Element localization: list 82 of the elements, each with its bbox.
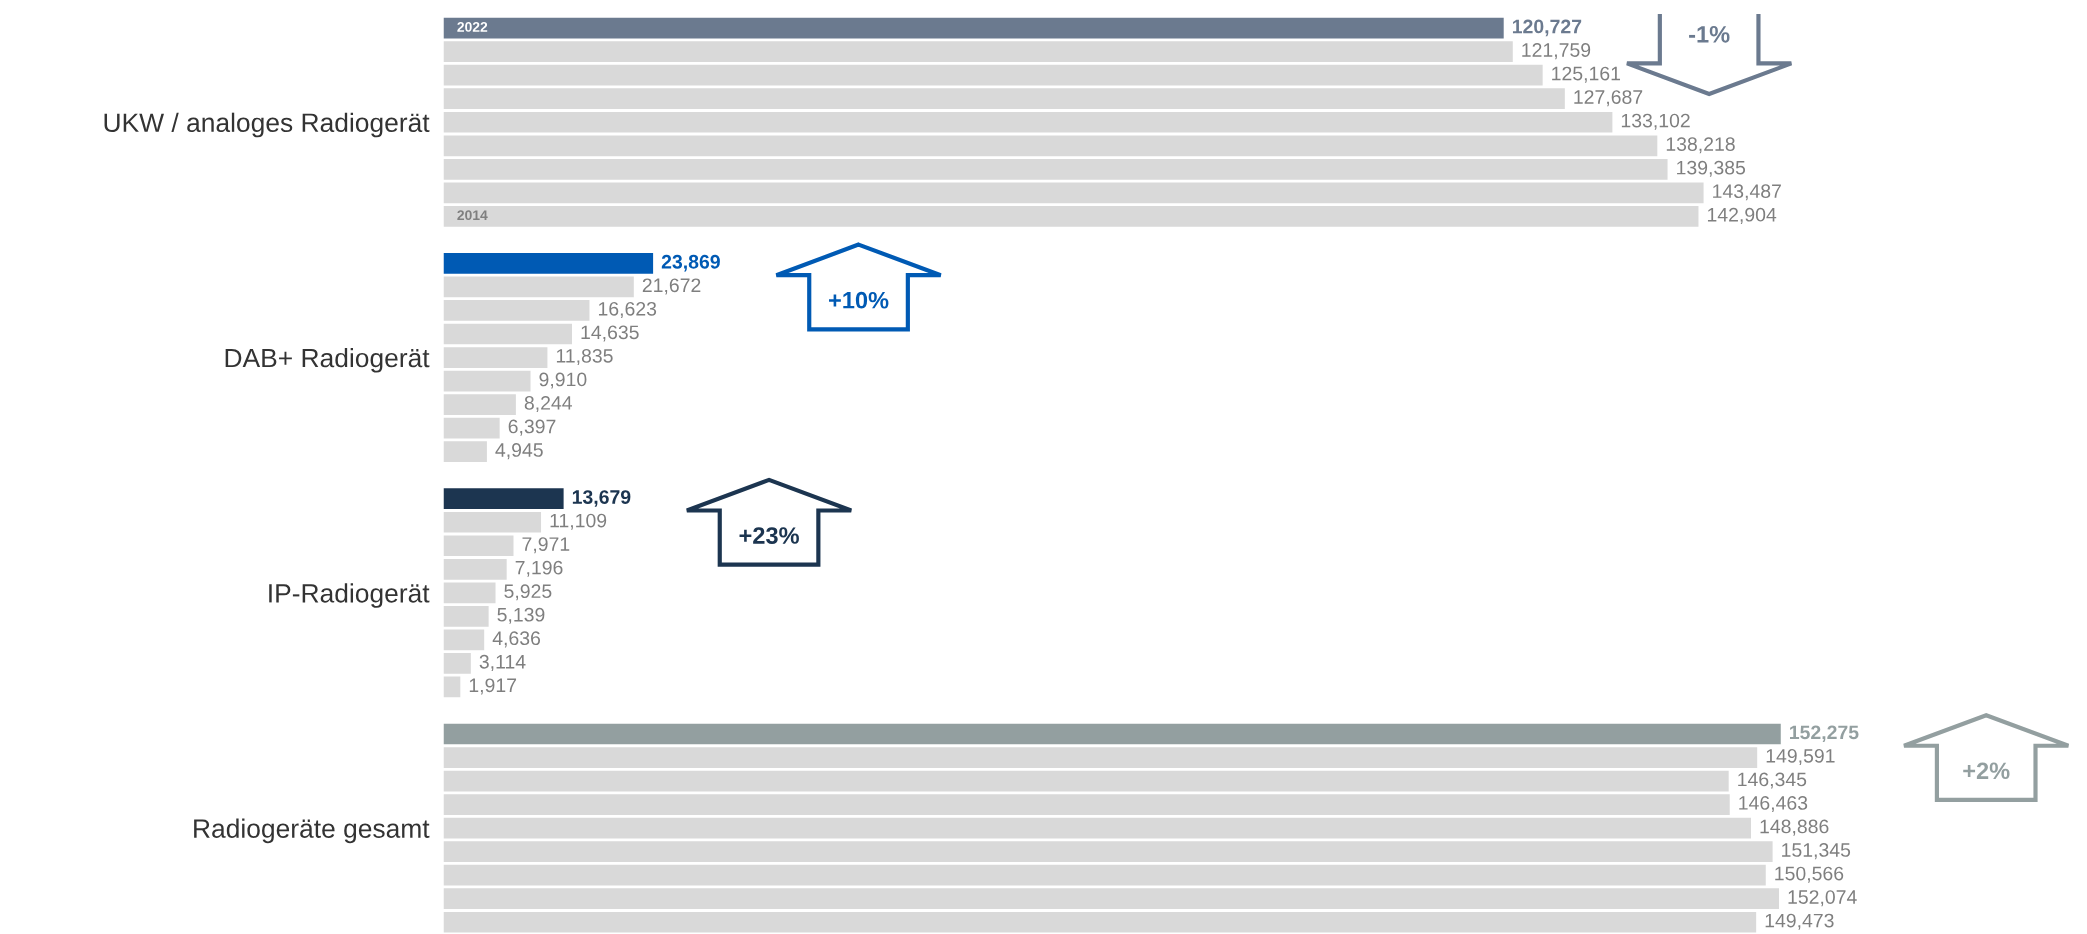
bar [443, 206, 1699, 227]
text: +2% [1963, 762, 2010, 780]
bar [443, 817, 1751, 839]
data-label: 21,672 [642, 278, 701, 295]
bar [443, 253, 654, 274]
data-label: 7,971 [522, 537, 570, 554]
data-label: 120,727 [1512, 19, 1582, 37]
bar [443, 558, 507, 580]
series-label: 2014 [457, 210, 488, 221]
bar [443, 370, 531, 392]
bar [443, 300, 590, 321]
data-label: 4,636 [492, 631, 541, 648]
bar [443, 770, 1729, 792]
bar [443, 747, 1758, 768]
bar [443, 182, 1704, 204]
data-label: 146,345 [1738, 772, 1807, 789]
data-label: 23,869 [661, 254, 720, 272]
data-label: 5,925 [504, 584, 552, 601]
bar [443, 888, 1779, 910]
bar [443, 676, 461, 698]
data-label: 5,139 [497, 607, 545, 624]
data-label: 150,566 [1775, 866, 1844, 883]
data-label: 8,244 [524, 396, 572, 413]
data-label: 121,759 [1522, 43, 1591, 60]
bar [443, 276, 634, 298]
bar [443, 629, 485, 651]
data-label: 152,074 [1788, 890, 1857, 907]
bar [443, 794, 1730, 815]
bar [443, 135, 1658, 157]
data-label: 11,109 [550, 513, 607, 530]
bar [443, 111, 1613, 133]
data-label: 16,623 [598, 301, 657, 318]
annotation: +23% [739, 527, 799, 544]
bar [443, 606, 489, 627]
data-label: 14,635 [581, 325, 639, 342]
y-tick-label: DAB+ Radiogerät [225, 347, 430, 373]
series-label: 2022 [457, 22, 488, 32]
data-label: 13,679 [572, 490, 631, 507]
data-label: 139,385 [1677, 160, 1746, 177]
data-label: 6,397 [508, 419, 556, 436]
bar [443, 535, 514, 557]
data-label: 3,114 [479, 654, 526, 671]
bar [443, 158, 1668, 180]
data-label: 127,687 [1574, 90, 1643, 107]
bar [443, 417, 500, 439]
data-label: 152,275 [1790, 725, 1859, 743]
data-label: 149,591 [1766, 748, 1835, 766]
data-label: 9,910 [539, 372, 587, 389]
bar [443, 488, 564, 510]
y-tick-label: Radiogeräte gesamt [194, 818, 430, 844]
bar [443, 347, 548, 368]
bar [443, 88, 1565, 110]
bar [443, 64, 1543, 86]
bar [443, 653, 471, 674]
data-label: 149,473 [1765, 913, 1834, 930]
bar [443, 841, 1773, 862]
data-label: 138,218 [1666, 137, 1735, 154]
bar [443, 323, 573, 345]
data-label: 1,917 [469, 678, 517, 695]
bar [443, 17, 1504, 39]
bar [443, 911, 1757, 933]
data-label: 151,345 [1782, 843, 1851, 860]
data-label: 7,196 [515, 560, 563, 577]
data-label: 142,904 [1707, 207, 1777, 224]
data-label: 148,886 [1760, 819, 1829, 836]
data-label: 143,487 [1713, 184, 1781, 201]
data-label: 4,945 [495, 443, 543, 460]
annotation: +10% [829, 291, 889, 309]
data-label: 133,102 [1621, 113, 1690, 130]
annotation: -1% [1689, 26, 1730, 43]
y-tick-label: UKW / analoges Radiogerät [104, 112, 430, 138]
y-tick-label: IP-Radiogerät [269, 583, 430, 608]
bar [443, 723, 1781, 745]
bar [443, 511, 542, 533]
data-label: 125,161 [1552, 66, 1621, 83]
bar [443, 864, 1766, 886]
bar [443, 41, 1513, 63]
bar [443, 394, 516, 415]
bar [443, 582, 496, 604]
data-label: 11,835 [556, 348, 613, 366]
data-label: 146,463 [1739, 796, 1808, 813]
bar [443, 441, 487, 463]
